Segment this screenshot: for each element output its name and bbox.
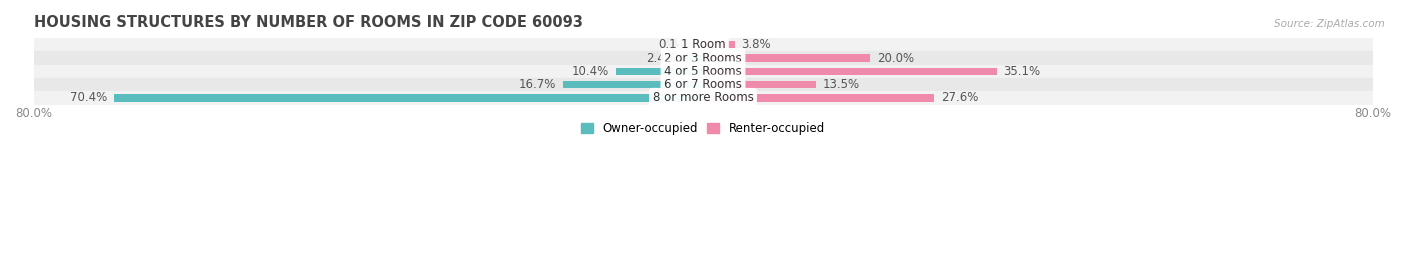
Bar (703, 68, 997, 75)
Bar (34, 91, 1372, 105)
Text: 20.0%: 20.0% (877, 52, 914, 65)
Bar (34, 51, 1372, 65)
Text: 27.6%: 27.6% (941, 91, 979, 104)
Text: 70.4%: 70.4% (70, 91, 107, 104)
Text: 4 or 5 Rooms: 4 or 5 Rooms (664, 65, 742, 78)
Text: 8 or more Rooms: 8 or more Rooms (652, 91, 754, 104)
Text: 10.4%: 10.4% (572, 65, 609, 78)
Text: 0.14%: 0.14% (658, 38, 695, 51)
Text: 1 Room: 1 Room (681, 38, 725, 51)
Text: 16.7%: 16.7% (519, 78, 557, 91)
Bar (616, 68, 703, 75)
Bar (703, 94, 934, 102)
Text: Source: ZipAtlas.com: Source: ZipAtlas.com (1274, 19, 1385, 29)
Text: 2 or 3 Rooms: 2 or 3 Rooms (664, 52, 742, 65)
Text: 6 or 7 Rooms: 6 or 7 Rooms (664, 78, 742, 91)
Text: 13.5%: 13.5% (823, 78, 860, 91)
Bar (683, 54, 703, 62)
Text: HOUSING STRUCTURES BY NUMBER OF ROOMS IN ZIP CODE 60093: HOUSING STRUCTURES BY NUMBER OF ROOMS IN… (34, 15, 582, 30)
Text: 3.8%: 3.8% (741, 38, 770, 51)
Bar (703, 81, 815, 88)
Bar (34, 65, 1372, 78)
Legend: Owner-occupied, Renter-occupied: Owner-occupied, Renter-occupied (576, 118, 830, 140)
Bar (564, 81, 703, 88)
Bar (34, 78, 1372, 91)
Bar (34, 38, 1372, 51)
Text: 35.1%: 35.1% (1004, 65, 1040, 78)
Bar (703, 54, 870, 62)
Text: 2.4%: 2.4% (647, 52, 676, 65)
Bar (703, 41, 735, 48)
Bar (114, 94, 703, 102)
